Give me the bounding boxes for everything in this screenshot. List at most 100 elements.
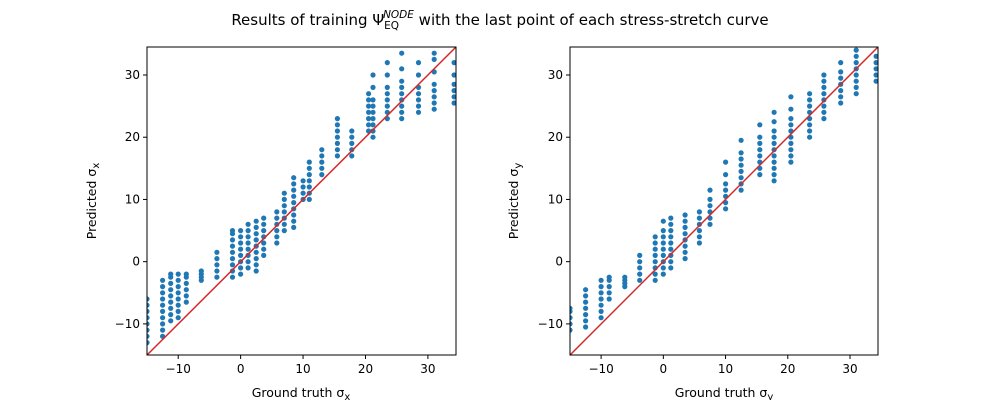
data-point	[660, 234, 666, 240]
data-point	[370, 97, 376, 103]
data-point	[771, 153, 777, 159]
data-point	[757, 147, 763, 153]
data-point	[821, 109, 827, 115]
data-point	[160, 277, 166, 283]
figure-title-suffix: with the last point of each stress-stret…	[414, 11, 769, 29]
data-point	[807, 103, 813, 109]
data-point	[281, 209, 287, 215]
data-point	[245, 246, 251, 252]
data-point	[229, 256, 236, 262]
data-point	[334, 128, 340, 134]
data-point	[300, 190, 306, 196]
data-point	[183, 271, 189, 277]
data-point	[570, 305, 573, 311]
data-point	[652, 271, 658, 277]
data-point	[757, 122, 763, 128]
data-point	[168, 305, 174, 311]
data-point	[253, 218, 259, 224]
data-point	[696, 240, 703, 246]
data-point	[334, 153, 340, 159]
data-point	[306, 184, 312, 190]
data-point	[229, 237, 236, 243]
data-point	[598, 308, 604, 314]
data-point	[738, 187, 744, 193]
data-point	[696, 228, 703, 234]
data-point	[682, 212, 688, 218]
data-point	[384, 84, 390, 90]
data-point	[168, 299, 174, 305]
data-point	[771, 119, 777, 125]
data-point	[788, 159, 794, 165]
data-point	[583, 287, 589, 293]
data-point	[598, 284, 604, 290]
axes-frame	[146, 46, 457, 356]
data-point	[821, 103, 827, 109]
data-point	[668, 252, 674, 258]
data-point	[853, 84, 859, 90]
data-point	[214, 249, 220, 255]
data-point	[771, 109, 777, 115]
data-point	[160, 284, 166, 290]
data-point	[306, 196, 312, 202]
data-point	[274, 209, 280, 215]
data-point	[583, 299, 589, 305]
data-point	[370, 103, 376, 109]
data-point	[238, 240, 244, 246]
data-point	[168, 293, 174, 299]
data-point	[261, 221, 267, 227]
y-tick-label: 30	[548, 68, 563, 82]
data-point	[334, 122, 340, 128]
data-point	[319, 172, 325, 178]
data-point	[253, 262, 259, 268]
data-point	[757, 134, 763, 140]
data-point	[229, 228, 236, 234]
data-point	[771, 165, 777, 171]
data-point	[306, 178, 312, 184]
data-point	[451, 60, 456, 66]
data-point	[274, 215, 280, 221]
data-point	[183, 287, 189, 293]
data-point	[738, 175, 744, 181]
data-point	[682, 243, 688, 249]
data-point	[696, 221, 703, 227]
data-point	[384, 97, 390, 103]
data-point	[451, 72, 456, 78]
data-point	[757, 172, 763, 178]
data-point	[238, 228, 244, 234]
data-point	[214, 274, 220, 280]
data-point	[637, 265, 643, 271]
data-point	[238, 265, 244, 271]
data-point	[175, 277, 181, 283]
data-point	[707, 221, 713, 227]
identity-line	[147, 47, 456, 355]
data-point	[245, 228, 251, 234]
data-point	[253, 237, 259, 243]
data-point	[583, 312, 589, 318]
data-point	[660, 240, 666, 246]
data-point	[261, 252, 267, 258]
data-point	[334, 116, 340, 122]
data-point	[838, 60, 844, 66]
data-point	[873, 60, 878, 66]
data-point	[622, 274, 628, 280]
data-point	[245, 265, 251, 271]
data-point	[147, 327, 150, 333]
points-layer	[570, 47, 878, 333]
data-point	[682, 256, 688, 262]
data-point	[606, 296, 612, 302]
data-point	[660, 218, 666, 224]
data-point	[168, 280, 174, 286]
y-tick-label: 20	[125, 130, 140, 144]
data-point	[431, 94, 437, 100]
y-tick-label: 30	[125, 68, 140, 82]
data-point	[183, 293, 189, 299]
data-point	[821, 72, 827, 78]
x-tick-label: 30	[842, 362, 857, 376]
data-point	[451, 81, 456, 87]
data-point	[668, 265, 674, 271]
data-point	[147, 340, 150, 346]
data-point	[399, 50, 405, 56]
identity-line	[570, 47, 878, 355]
data-point	[366, 122, 372, 128]
data-point	[291, 181, 297, 187]
